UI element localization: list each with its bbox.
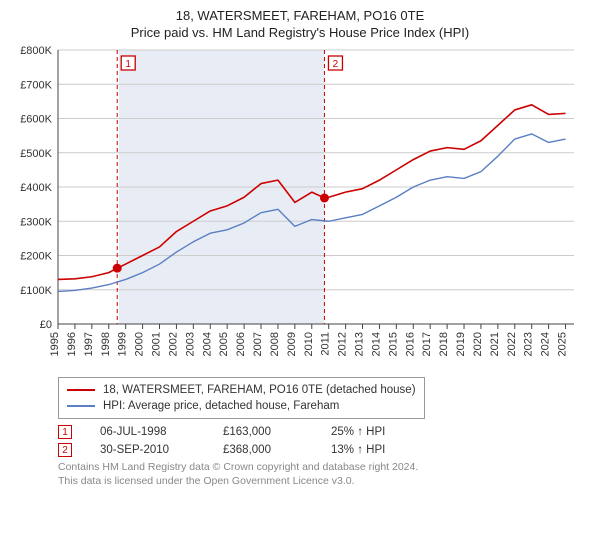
svg-text:1996: 1996 xyxy=(66,332,78,356)
sale-pct: 13% ↑ HPI xyxy=(331,444,421,456)
svg-text:2014: 2014 xyxy=(370,332,382,356)
svg-text:2008: 2008 xyxy=(269,332,281,356)
svg-text:2002: 2002 xyxy=(167,332,179,356)
svg-text:2016: 2016 xyxy=(404,332,416,356)
sale-date: 30-SEP-2010 xyxy=(100,444,195,456)
svg-text:2001: 2001 xyxy=(151,332,163,356)
chart-subtitle: Price paid vs. HM Land Registry's House … xyxy=(10,25,590,40)
svg-text:2015: 2015 xyxy=(387,332,399,356)
chart-title: 18, WATERSMEET, FAREHAM, PO16 0TE xyxy=(10,8,590,23)
svg-text:2000: 2000 xyxy=(134,332,146,356)
sale-marker-icon: 1 xyxy=(58,425,72,439)
svg-text:2012: 2012 xyxy=(337,332,349,356)
svg-text:£0: £0 xyxy=(40,319,52,331)
legend-swatch xyxy=(67,389,95,391)
line-chart-svg: £0£100K£200K£300K£400K£500K£600K£700K£80… xyxy=(58,46,578,366)
svg-text:2006: 2006 xyxy=(235,332,247,356)
legend-label: 18, WATERSMEET, FAREHAM, PO16 0TE (detac… xyxy=(103,382,416,398)
svg-text:£400K: £400K xyxy=(20,182,52,194)
sale-price: £163,000 xyxy=(223,426,303,438)
svg-text:2021: 2021 xyxy=(489,332,501,356)
sale-row: 2 30-SEP-2010 £368,000 13% ↑ HPI xyxy=(58,443,590,457)
svg-text:2013: 2013 xyxy=(354,332,366,356)
svg-text:£600K: £600K xyxy=(20,114,52,126)
legend-item: HPI: Average price, detached house, Fare… xyxy=(67,398,416,414)
svg-text:1999: 1999 xyxy=(117,332,129,356)
svg-text:2: 2 xyxy=(333,59,339,70)
legend-label: HPI: Average price, detached house, Fare… xyxy=(103,398,339,414)
sale-price: £368,000 xyxy=(223,444,303,456)
svg-text:2020: 2020 xyxy=(472,332,484,356)
svg-text:2018: 2018 xyxy=(438,332,450,356)
svg-text:£500K: £500K xyxy=(20,148,52,160)
svg-text:2007: 2007 xyxy=(252,332,264,356)
sale-date: 06-JUL-1998 xyxy=(100,426,195,438)
legend-item: 18, WATERSMEET, FAREHAM, PO16 0TE (detac… xyxy=(67,382,416,398)
svg-text:2011: 2011 xyxy=(320,332,332,356)
svg-text:2017: 2017 xyxy=(421,332,433,356)
svg-text:1: 1 xyxy=(125,59,131,70)
svg-text:2023: 2023 xyxy=(523,332,535,356)
svg-text:2024: 2024 xyxy=(540,332,552,356)
footer-line-2: This data is licensed under the Open Gov… xyxy=(58,475,590,489)
svg-text:2010: 2010 xyxy=(303,332,315,356)
footer-attribution: Contains HM Land Registry data © Crown c… xyxy=(58,461,590,488)
legend-swatch xyxy=(67,405,95,407)
svg-text:2025: 2025 xyxy=(557,332,569,356)
svg-text:£200K: £200K xyxy=(20,251,52,263)
svg-text:2005: 2005 xyxy=(218,332,230,356)
svg-text:£300K: £300K xyxy=(20,216,52,228)
svg-text:£100K: £100K xyxy=(20,285,52,297)
legend: 18, WATERSMEET, FAREHAM, PO16 0TE (detac… xyxy=(58,377,425,419)
sales-table: 1 06-JUL-1998 £163,000 25% ↑ HPI 2 30-SEP-201… xyxy=(58,425,590,457)
svg-text:2004: 2004 xyxy=(201,332,213,356)
svg-text:1998: 1998 xyxy=(100,332,112,356)
svg-text:2003: 2003 xyxy=(184,332,196,356)
sale-marker-icon: 2 xyxy=(58,443,72,457)
sale-row: 1 06-JUL-1998 £163,000 25% ↑ HPI xyxy=(58,425,590,439)
svg-text:2019: 2019 xyxy=(455,332,467,356)
svg-text:£800K: £800K xyxy=(20,45,52,57)
svg-text:1997: 1997 xyxy=(83,332,95,356)
footer-line-1: Contains HM Land Registry data © Crown c… xyxy=(58,461,590,475)
svg-text:£700K: £700K xyxy=(20,79,52,91)
svg-text:1995: 1995 xyxy=(49,332,61,356)
chart-container: 18, WATERSMEET, FAREHAM, PO16 0TE Price … xyxy=(0,0,600,496)
sale-pct: 25% ↑ HPI xyxy=(331,426,421,438)
chart-plot-area: £0£100K£200K£300K£400K£500K£600K£700K£80… xyxy=(58,46,590,371)
svg-text:2009: 2009 xyxy=(286,332,298,356)
svg-text:2022: 2022 xyxy=(506,332,518,356)
